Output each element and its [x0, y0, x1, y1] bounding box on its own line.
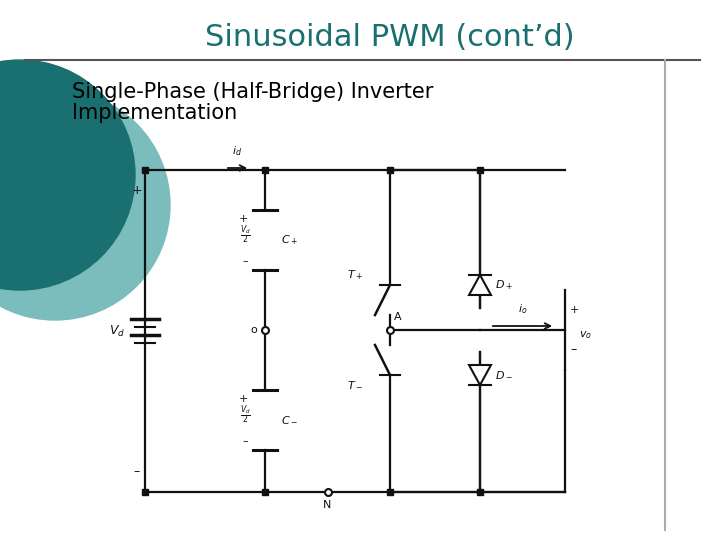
Text: Implementation: Implementation — [72, 103, 238, 123]
Text: $D_-$: $D_-$ — [495, 370, 513, 380]
Text: $\frac{V_d}{2}$: $\frac{V_d}{2}$ — [240, 224, 251, 246]
Text: $i_o$: $i_o$ — [518, 302, 527, 316]
Text: Single-Phase (Half-Bridge) Inverter: Single-Phase (Half-Bridge) Inverter — [72, 82, 433, 102]
Polygon shape — [469, 365, 491, 385]
Text: $T_+$: $T_+$ — [347, 268, 363, 282]
Text: N: N — [323, 500, 332, 510]
Text: $C_-$: $C_-$ — [281, 415, 298, 425]
Text: Sinusoidal PWM (cont’d): Sinusoidal PWM (cont’d) — [205, 24, 575, 52]
Text: $i_d$: $i_d$ — [232, 144, 242, 158]
Text: –: – — [243, 436, 248, 446]
Text: –: – — [243, 256, 248, 266]
Text: $\frac{V_d}{2}$: $\frac{V_d}{2}$ — [240, 403, 251, 427]
Text: –: – — [570, 343, 576, 356]
Text: +: + — [570, 305, 580, 315]
Text: $D_+$: $D_+$ — [495, 278, 513, 292]
Circle shape — [0, 90, 170, 320]
Polygon shape — [469, 275, 491, 295]
Circle shape — [0, 60, 135, 290]
Text: A: A — [394, 312, 402, 322]
Text: $v_o$: $v_o$ — [579, 329, 592, 341]
Text: +: + — [238, 214, 248, 224]
Text: $V_d$: $V_d$ — [109, 323, 125, 339]
Text: $T_-$: $T_-$ — [347, 380, 363, 390]
Text: +: + — [238, 394, 248, 404]
Text: o: o — [251, 325, 257, 335]
Text: $C_+$: $C_+$ — [281, 233, 298, 247]
Text: +: + — [132, 184, 143, 197]
Text: –: – — [134, 465, 140, 478]
